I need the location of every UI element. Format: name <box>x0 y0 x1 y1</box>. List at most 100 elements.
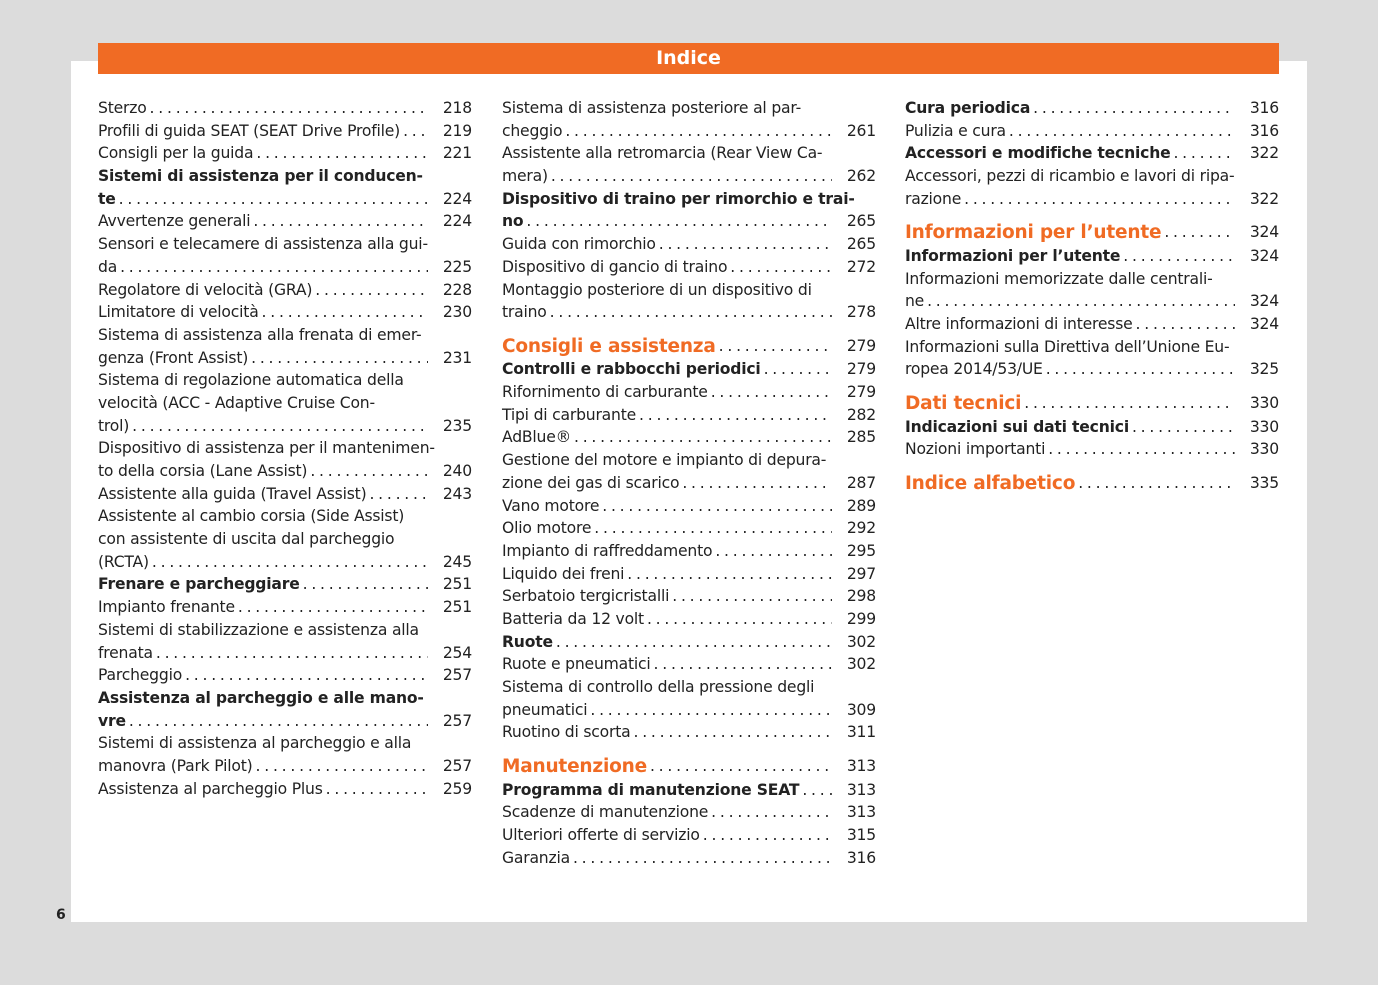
toc-entry[interactable]: AdBlue® 285 <box>502 426 876 449</box>
toc-column-3: Cura periodica 316 Pulizia e cura 316 Access… <box>905 97 1279 495</box>
toc-page-number: 316 <box>1249 99 1279 117</box>
toc-entry-title: vre <box>98 711 126 730</box>
toc-entry[interactable]: Rifornimento di carburante 279 <box>502 381 876 404</box>
toc-entry[interactable]: Assistente alla guida (Travel Assist) 243 <box>98 483 472 506</box>
toc-entry[interactable]: Sterzo 218 <box>98 97 472 120</box>
toc-entry-line: Olio motore 292 <box>502 517 876 540</box>
toc-entry[interactable]: Accessori e modifiche tecniche 322 <box>905 142 1279 165</box>
toc-entry-title: Informazioni per l’utente <box>905 246 1121 265</box>
toc-page-number: 282 <box>846 405 876 424</box>
toc-page-number: 243 <box>442 484 472 503</box>
toc-entry[interactable]: Liquido dei freni 297 <box>502 563 876 586</box>
toc-entry[interactable]: Altre informazioni di interesse 324 <box>905 313 1279 336</box>
toc-entry[interactable]: Guida con rimorchio 265 <box>502 233 876 256</box>
toc-entry[interactable]: Dispositivo di assistenza per il manteni… <box>98 437 472 482</box>
toc-entry-title: Ulteriori offerte di servizio <box>502 825 700 844</box>
toc-entry[interactable]: Sistemi di assistenza per il conducen-te… <box>98 165 472 210</box>
toc-entry[interactable]: Ulteriori offerte di servizio 315 <box>502 824 876 847</box>
dot-leader <box>548 165 832 188</box>
toc-entry[interactable]: Garanzia 316 <box>502 847 876 870</box>
toc-entry[interactable]: Programma di manutenzione SEAT 313 <box>502 779 876 802</box>
toc-page-number: 224 <box>442 189 472 208</box>
dot-leader <box>1075 472 1235 496</box>
toc-entry-title-line: Gestione del motore e impianto di depura… <box>502 451 827 470</box>
toc-entry[interactable]: Dispositivo di gancio di traino 272 <box>502 256 876 279</box>
toc-entry[interactable]: Informazioni sulla Direttiva dell’Unione… <box>905 336 1279 381</box>
toc-entry[interactable]: Avvertenze generali 224 <box>98 210 472 233</box>
toc-entry-line: Consigli per la guida 221 <box>98 142 472 165</box>
toc-entry-line: Regolatore di velocità (GRA) 228 <box>98 279 472 302</box>
toc-entry[interactable]: Sistema di assistenza alla frenata di em… <box>98 324 472 369</box>
toc-entry[interactable]: Regolatore di velocità (GRA) 228 <box>98 279 472 302</box>
dot-leader <box>147 97 428 120</box>
toc-page-number: 257 <box>442 756 472 775</box>
dot-leader <box>129 415 428 438</box>
toc-page-number: 292 <box>846 519 876 538</box>
toc-entry[interactable]: Sistemi di stabilizzazione e assistenza … <box>98 619 472 664</box>
toc-section-link[interactable]: Informazioni per l’utente 324 <box>905 221 1279 245</box>
toc-entry[interactable]: Vano motore 289 <box>502 495 876 518</box>
toc-entry-title: Vano motore <box>502 496 600 515</box>
toc-entry-line: (RCTA) 245 <box>98 551 472 574</box>
toc-entry[interactable]: Assistenza al parcheggio Plus 259 <box>98 778 472 801</box>
dot-leader <box>1043 358 1235 381</box>
toc-entry-line: traino 278 <box>502 301 876 324</box>
toc-entry[interactable]: Accessori, pezzi di ricambio e lavori di… <box>905 165 1279 210</box>
toc-section-link[interactable]: Dati tecnici 330 <box>905 392 1279 416</box>
toc-entry[interactable]: Gestione del motore e impianto di depura… <box>502 449 876 494</box>
toc-entry[interactable]: Informazioni memorizzate dalle centrali-… <box>905 268 1279 313</box>
toc-page-number: 322 <box>1249 144 1279 163</box>
toc-entry[interactable]: Cura periodica 316 <box>905 97 1279 120</box>
toc-entry[interactable]: Parcheggio 257 <box>98 664 472 687</box>
toc-entry-line: Scadenze di manutenzione 313 <box>502 801 876 824</box>
toc-entry[interactable]: Frenare e parcheggiare 251 <box>98 573 472 596</box>
toc-entry[interactable]: Limitatore di velocità 230 <box>98 301 472 324</box>
toc-entry[interactable]: Serbatoio tergicristalli 298 <box>502 585 876 608</box>
toc-entry[interactable]: Montaggio posteriore di un dispositivo d… <box>502 279 876 324</box>
toc-entry[interactable]: Scadenze di manutenzione 313 <box>502 801 876 824</box>
toc-entry[interactable]: Sistemi di assistenza al parcheggio e al… <box>98 732 472 777</box>
toc-entry[interactable]: Impianto di raffreddamento 295 <box>502 540 876 563</box>
toc-entry[interactable]: Pulizia e cura 316 <box>905 120 1279 143</box>
toc-entry[interactable]: Informazioni per l’utente 324 <box>905 245 1279 268</box>
toc-entry[interactable]: Impianto frenante 251 <box>98 596 472 619</box>
toc-entry[interactable]: Assistente al cambio corsia (Side Assist… <box>98 505 472 573</box>
toc-entry[interactable]: Indicazioni sui dati tecnici 330 <box>905 416 1279 439</box>
toc-entry[interactable]: Dispositivo di traino per rimorchio e tr… <box>502 188 876 233</box>
toc-entry[interactable]: Batteria da 12 volt 299 <box>502 608 876 631</box>
toc-entry-title: Ruote e pneumatici <box>502 655 651 674</box>
toc-entry[interactable]: Sistema di controllo della pressione deg… <box>502 676 876 721</box>
toc-entry[interactable]: Sistema di regolazione automatica della v… <box>98 369 472 437</box>
toc-entry[interactable]: Consigli per la guida 221 <box>98 142 472 165</box>
toc-entry-title: Programma di manutenzione SEAT <box>502 780 800 799</box>
toc-entry-line: Consigli e assistenza 279 <box>502 335 876 359</box>
toc-entry[interactable]: Assistenza al parcheggio e alle mano-vre… <box>98 687 472 732</box>
toc-entry-line: pneumatici 309 <box>502 699 876 722</box>
toc-section-link[interactable]: Manutenzione 313 <box>502 755 876 779</box>
toc-entry[interactable]: Sensori e telecamere di assistenza alla … <box>98 233 472 278</box>
toc-entry[interactable]: Nozioni importanti 330 <box>905 438 1279 461</box>
toc-entry[interactable]: Olio motore 292 <box>502 517 876 540</box>
toc-entry[interactable]: Tipi di carburante 282 <box>502 404 876 427</box>
toc-entry-title: Controlli e rabbocchi periodici <box>502 360 761 379</box>
toc-section-link[interactable]: Indice alfabetico 335 <box>905 472 1279 496</box>
toc-entry-line: genza (Front Assist) 231 <box>98 347 472 370</box>
toc-entry-line: Profili di guida SEAT (SEAT Drive Profil… <box>98 120 472 143</box>
toc-entry-title-line: Assistente alla retromarcia (Rear View C… <box>502 144 823 163</box>
toc-entry-title: Assistente alla guida (Travel Assist) <box>98 484 367 503</box>
toc-entry-title: traino <box>502 303 547 322</box>
toc-entry-line: Informazioni per l’utente 324 <box>905 245 1279 268</box>
toc-entry-title: te <box>98 189 116 208</box>
toc-entry[interactable]: Assistente alla retromarcia (Rear View C… <box>502 142 876 187</box>
dot-leader <box>708 381 832 404</box>
toc-entry-line: to della corsia (Lane Assist) 240 <box>98 460 472 483</box>
toc-entry[interactable]: Profili di guida SEAT (SEAT Drive Profil… <box>98 120 472 143</box>
toc-section-link[interactable]: Consigli e assistenza 279 <box>502 335 876 359</box>
toc-entry[interactable]: Controlli e rabbocchi periodici 279 <box>502 358 876 381</box>
toc-entry[interactable]: Ruote e pneumatici 302 <box>502 653 876 676</box>
dot-leader <box>400 120 428 143</box>
toc-page-number: 302 <box>846 632 876 651</box>
toc-entry[interactable]: Sistema di assistenza posteriore al par-… <box>502 97 876 142</box>
toc-entry[interactable]: Ruotino di scorta 311 <box>502 721 876 744</box>
toc-entry[interactable]: Ruote 302 <box>502 631 876 654</box>
